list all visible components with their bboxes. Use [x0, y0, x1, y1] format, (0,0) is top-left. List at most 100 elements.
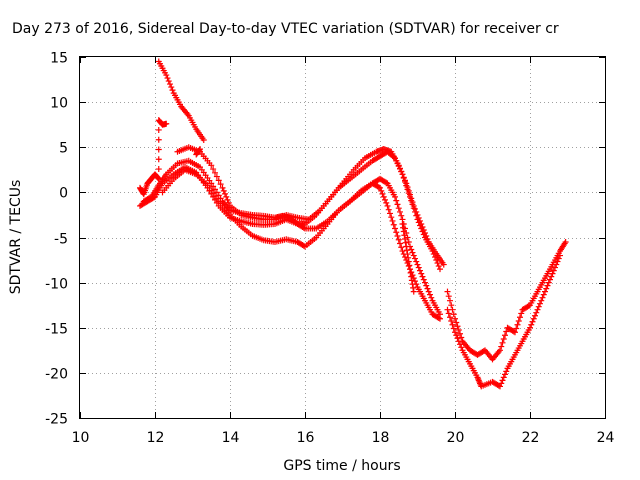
y-tick-labels: -25 -20 -15 -10 -5 0 5 10 15 — [45, 51, 68, 428]
data-point — [552, 264, 558, 271]
data-point — [404, 251, 411, 258]
data-point — [448, 317, 455, 324]
data-point — [225, 199, 232, 206]
data-point — [409, 199, 416, 206]
data-point — [503, 368, 510, 375]
data-point — [163, 120, 170, 127]
data-point — [389, 217, 396, 224]
data-point — [549, 270, 556, 277]
data-point — [414, 261, 421, 268]
data-point — [427, 291, 433, 298]
data-point — [409, 281, 416, 288]
data-point — [208, 162, 215, 169]
data-point — [220, 187, 227, 194]
data-point — [407, 269, 414, 276]
data-point — [528, 321, 535, 328]
data-point — [402, 254, 408, 261]
data-point — [440, 261, 447, 268]
data-point — [408, 195, 415, 202]
data-point — [418, 270, 425, 277]
data-point — [510, 328, 517, 335]
data-point — [405, 254, 412, 261]
data-point — [398, 212, 405, 219]
data-point — [383, 179, 390, 186]
data-point — [392, 225, 398, 232]
data-point — [435, 314, 442, 321]
data-point — [533, 309, 540, 316]
data-point — [407, 191, 413, 198]
data-point — [452, 329, 458, 336]
data-point — [545, 279, 552, 286]
data-point — [497, 383, 503, 390]
x-tick-label: 24 — [597, 430, 615, 446]
data-point — [419, 223, 426, 230]
data-point — [167, 81, 173, 88]
data-point — [393, 229, 400, 236]
data-point — [454, 323, 461, 330]
data-point — [379, 190, 386, 197]
data-point — [497, 347, 503, 354]
x-tick-label: 16 — [297, 430, 315, 446]
data-point — [397, 240, 403, 247]
data-point — [403, 247, 410, 254]
data-point — [415, 264, 422, 271]
data-point — [155, 175, 162, 182]
x-tick-label: 20 — [447, 430, 465, 446]
x-tick-label: 14 — [222, 430, 240, 446]
data-point — [534, 306, 541, 313]
plot-frame — [79, 56, 606, 419]
y-tick-label: 0 — [59, 186, 68, 202]
data-point — [213, 173, 220, 180]
data-point — [217, 181, 224, 188]
data-point — [419, 273, 426, 280]
data-point — [224, 196, 231, 203]
data-point — [377, 184, 383, 191]
data-point — [155, 126, 162, 133]
data-point — [518, 310, 525, 317]
data-point — [418, 220, 425, 227]
data-point — [382, 196, 388, 203]
data-point — [210, 166, 217, 173]
data-point — [424, 236, 431, 243]
data-point — [453, 319, 460, 326]
data-point — [406, 262, 413, 269]
data-point — [200, 137, 207, 144]
x-axis-title: GPS time / hours — [283, 458, 400, 474]
data-point — [395, 205, 402, 212]
data-point — [535, 303, 542, 310]
data-point — [542, 288, 548, 295]
data-point — [410, 252, 417, 259]
data-point — [458, 344, 465, 351]
data-point — [403, 243, 410, 250]
data-point — [215, 177, 222, 184]
data-point — [445, 310, 452, 317]
data-point — [407, 266, 413, 273]
data-point — [538, 297, 545, 304]
data-point — [380, 193, 387, 200]
data-point — [300, 242, 307, 249]
data-point — [212, 186, 218, 193]
data-point — [517, 314, 523, 321]
data-point — [420, 226, 427, 233]
data-point — [425, 288, 432, 295]
data-point — [155, 156, 162, 163]
data-point — [539, 294, 546, 301]
data-point — [410, 288, 417, 295]
chart-title: Day 273 of 2016, Sidereal Day-to-day VTE… — [12, 21, 559, 37]
data-point — [400, 224, 407, 231]
data-point — [215, 192, 222, 199]
x-tick-label: 18 — [372, 430, 390, 446]
data-point — [457, 330, 463, 337]
data-point — [537, 300, 543, 307]
data-point — [424, 285, 431, 292]
axis-ticks — [80, 57, 606, 419]
data-point — [428, 294, 435, 301]
series-track-f — [399, 220, 417, 295]
data-point — [394, 201, 401, 208]
data-point — [168, 84, 175, 91]
data-point — [210, 183, 217, 190]
data-point — [455, 327, 462, 334]
series-track-e — [155, 58, 207, 144]
data-point — [498, 343, 505, 350]
y-tick-label: -15 — [45, 322, 68, 338]
